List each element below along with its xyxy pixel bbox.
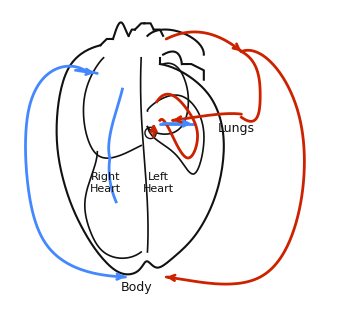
Text: Left
Heart: Left Heart: [143, 172, 174, 194]
Text: Lungs: Lungs: [218, 122, 255, 135]
Text: Right
Heart: Right Heart: [90, 172, 121, 194]
Text: Body: Body: [121, 282, 152, 295]
